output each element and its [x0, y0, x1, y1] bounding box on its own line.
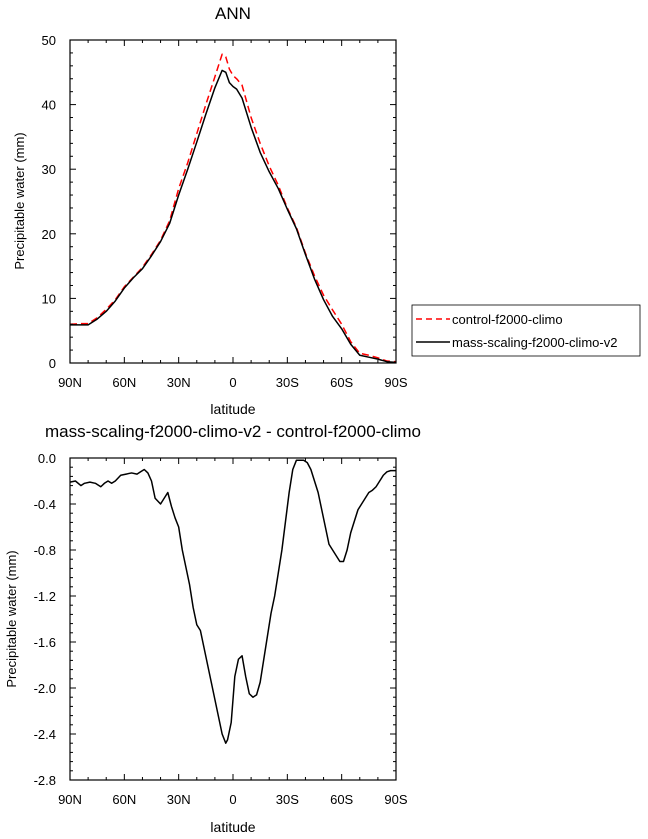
bottom-x-tick-label: 30S — [276, 792, 299, 807]
top-x-axis-label: latitude — [210, 401, 255, 417]
bottom-y-tick-label: -1.2 — [34, 589, 56, 604]
top-y-tick-label: 30 — [42, 162, 56, 177]
top-ticks — [69, 39, 397, 364]
top-x-tick-label: 30N — [167, 375, 191, 390]
bottom-y-tick-label: -2.4 — [34, 727, 56, 742]
bottom-y-tick-label: -2.8 — [34, 773, 56, 788]
bottom-x-tick-label: 60S — [330, 792, 353, 807]
top-chart-title: ANN — [215, 4, 251, 23]
bottom-x-tick-label: 60N — [112, 792, 136, 807]
bottom-y-axis-label: Precipitable water (mm) — [4, 550, 19, 687]
top-y-tick-label: 50 — [42, 33, 56, 48]
top-y-axis-label: Precipitable water (mm) — [12, 132, 27, 269]
top-x-tick-label: 60S — [330, 375, 353, 390]
top-x-tick-label: 60N — [112, 375, 136, 390]
bottom-series-group — [69, 459, 396, 744]
bottom-y-tick-label: -0.4 — [34, 497, 56, 512]
bottom-series-line-0 — [69, 459, 396, 744]
top-x-tick-label: 0 — [229, 375, 236, 390]
top-y-tick-label: 20 — [42, 227, 56, 242]
top-x-tick-label: 30S — [276, 375, 299, 390]
bottom-x-tick-label: 90S — [384, 792, 407, 807]
top-y-tick-label: 40 — [42, 98, 56, 113]
top-y-tick-label: 0 — [49, 356, 56, 371]
legend-label-control: control-f2000-climo — [452, 312, 563, 327]
bottom-x-tick-label: 30N — [167, 792, 191, 807]
bottom-x-tick-label: 0 — [229, 792, 236, 807]
top-tick-labels: 90N 60N 30N 0 30S 60S 90S 0 10 20 30 40 50 — [42, 33, 408, 390]
top-plot-frame — [69, 39, 397, 364]
bottom-x-tick-label: 90N — [58, 792, 82, 807]
bottom-tick-labels: 90N 60N 30N 0 30S 60S 90S 0.0 -0.4 -0.8 -1.2 -1.6 -2… — [34, 451, 408, 807]
bottom-y-tick-label: -2.0 — [34, 681, 56, 696]
bottom-x-axis-label: latitude — [210, 819, 255, 835]
bottom-ticks — [69, 457, 397, 781]
bottom-y-tick-label: 0.0 — [38, 451, 56, 466]
top-panel: ANN 90N 60N 30N 0 30S 60S 90S 0 10 20 30 40 50 latit… — [12, 4, 408, 417]
top-y-tick-label: 10 — [42, 291, 56, 306]
bottom-y-tick-label: -1.6 — [34, 635, 56, 650]
bottom-plot-frame — [69, 457, 397, 781]
top-series-line-0 — [69, 53, 397, 363]
top-x-tick-label: 90N — [58, 375, 82, 390]
top-series-group — [69, 53, 397, 364]
bottom-chart-title: mass-scaling-f2000-climo-v2 - control-f2… — [45, 422, 421, 441]
bottom-panel: mass-scaling-f2000-climo-v2 - control-f2… — [4, 422, 421, 835]
top-series-line-1 — [70, 69, 397, 364]
legend-box — [411, 304, 641, 357]
top-x-tick-label: 90S — [384, 375, 407, 390]
bottom-y-tick-label: -0.8 — [34, 543, 56, 558]
legend: control-f2000-climo mass-scaling-f2000-c… — [411, 304, 641, 357]
legend-label-mass-scaling: mass-scaling-f2000-climo-v2 — [452, 335, 617, 350]
